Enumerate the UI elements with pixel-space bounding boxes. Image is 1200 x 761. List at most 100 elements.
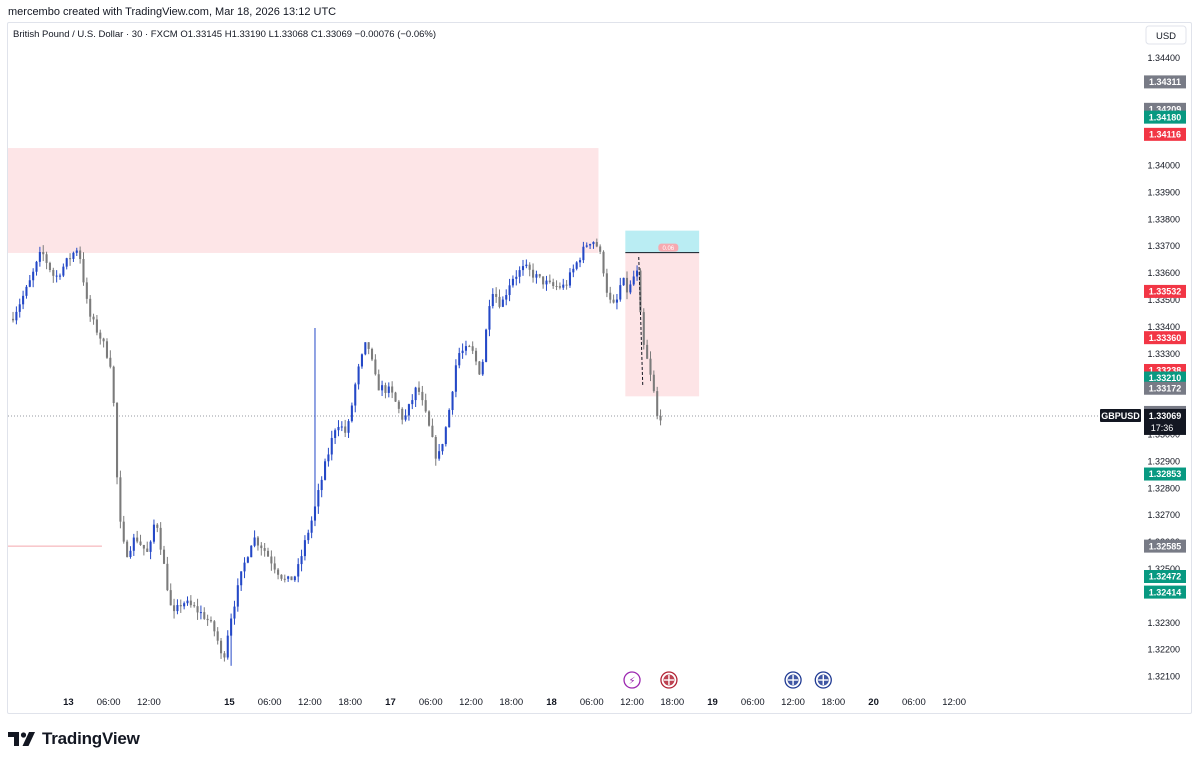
candle[interactable] bbox=[69, 258, 72, 260]
candle[interactable] bbox=[552, 282, 555, 286]
candle[interactable] bbox=[209, 620, 213, 622]
candle[interactable] bbox=[48, 262, 51, 270]
candle[interactable] bbox=[636, 270, 639, 277]
candle[interactable] bbox=[407, 404, 410, 416]
candle[interactable] bbox=[169, 590, 172, 606]
candle[interactable] bbox=[468, 346, 471, 348]
candle[interactable] bbox=[236, 585, 239, 607]
candle[interactable] bbox=[488, 306, 491, 330]
price-tag[interactable] bbox=[1144, 75, 1186, 89]
candle[interactable] bbox=[139, 541, 142, 545]
candle[interactable] bbox=[565, 284, 568, 286]
candle[interactable] bbox=[501, 299, 504, 307]
candle[interactable] bbox=[562, 284, 565, 288]
candle[interactable] bbox=[568, 272, 572, 286]
candle[interactable] bbox=[189, 600, 192, 606]
candle[interactable] bbox=[72, 252, 75, 259]
price-tag[interactable] bbox=[1144, 127, 1186, 141]
candle[interactable] bbox=[632, 276, 635, 285]
candle[interactable] bbox=[216, 631, 219, 641]
candle[interactable] bbox=[79, 250, 82, 260]
candle[interactable] bbox=[474, 350, 478, 362]
candle[interactable] bbox=[75, 250, 78, 253]
candle[interactable] bbox=[102, 338, 105, 342]
candle[interactable] bbox=[572, 268, 575, 273]
candle[interactable] bbox=[558, 286, 561, 288]
candle[interactable] bbox=[525, 264, 528, 267]
candle[interactable] bbox=[99, 332, 102, 339]
candle[interactable] bbox=[464, 346, 468, 351]
candle[interactable] bbox=[387, 386, 390, 393]
candle[interactable] bbox=[320, 479, 323, 491]
candle[interactable] bbox=[45, 254, 48, 263]
candle[interactable] bbox=[391, 386, 394, 393]
candle[interactable] bbox=[243, 562, 246, 572]
candle[interactable] bbox=[283, 578, 286, 580]
candle[interactable] bbox=[324, 461, 327, 480]
candle[interactable] bbox=[602, 251, 605, 274]
candle[interactable] bbox=[22, 295, 25, 305]
candle[interactable] bbox=[347, 421, 350, 433]
candle[interactable] bbox=[159, 527, 162, 550]
candle[interactable] bbox=[25, 286, 28, 296]
candle[interactable] bbox=[411, 400, 414, 405]
candle[interactable] bbox=[250, 545, 253, 558]
candle[interactable] bbox=[585, 245, 588, 247]
price-tag[interactable] bbox=[1144, 585, 1186, 599]
candle[interactable] bbox=[233, 606, 236, 619]
candle[interactable] bbox=[149, 541, 152, 552]
candle[interactable] bbox=[277, 569, 280, 575]
candle[interactable] bbox=[441, 444, 444, 452]
candle[interactable] bbox=[599, 246, 602, 252]
candle[interactable] bbox=[625, 277, 629, 293]
candle[interactable] bbox=[230, 618, 233, 636]
candle[interactable] bbox=[334, 430, 337, 438]
candle[interactable] bbox=[622, 277, 625, 286]
candle[interactable] bbox=[615, 299, 618, 303]
candle[interactable] bbox=[146, 548, 149, 552]
candle[interactable] bbox=[142, 544, 145, 549]
candle[interactable] bbox=[18, 304, 21, 312]
candle[interactable] bbox=[374, 359, 377, 375]
candle[interactable] bbox=[199, 612, 202, 614]
candle[interactable] bbox=[206, 618, 209, 621]
candle[interactable] bbox=[89, 298, 92, 317]
price-tag[interactable] bbox=[1144, 371, 1186, 385]
candle[interactable] bbox=[629, 284, 632, 293]
candle[interactable] bbox=[428, 411, 431, 426]
candle[interactable] bbox=[32, 271, 35, 281]
candle[interactable] bbox=[266, 550, 270, 557]
candle[interactable] bbox=[548, 280, 551, 283]
candle[interactable] bbox=[297, 564, 300, 577]
candle[interactable] bbox=[394, 392, 397, 402]
candle[interactable] bbox=[575, 262, 578, 269]
candle[interactable] bbox=[421, 391, 424, 401]
candle[interactable] bbox=[287, 576, 290, 579]
candle[interactable] bbox=[119, 477, 122, 522]
price-tag[interactable] bbox=[1144, 284, 1186, 298]
candle[interactable] bbox=[384, 385, 387, 393]
candle[interactable] bbox=[528, 264, 531, 270]
candle[interactable] bbox=[186, 600, 189, 604]
candle[interactable] bbox=[495, 293, 498, 297]
candle[interactable] bbox=[542, 276, 545, 285]
candle[interactable] bbox=[649, 358, 652, 375]
candle[interactable] bbox=[65, 258, 68, 267]
candle[interactable] bbox=[612, 299, 615, 303]
candle[interactable] bbox=[417, 387, 421, 392]
candle[interactable] bbox=[327, 454, 330, 462]
candle[interactable] bbox=[256, 537, 259, 546]
current-price-tag[interactable] bbox=[1144, 408, 1186, 435]
candle[interactable] bbox=[555, 285, 558, 287]
candle[interactable] bbox=[136, 537, 139, 542]
candle[interactable] bbox=[105, 341, 109, 358]
candle[interactable] bbox=[370, 348, 374, 360]
candle[interactable] bbox=[582, 246, 585, 261]
price-tag[interactable] bbox=[1144, 570, 1186, 584]
candle[interactable] bbox=[609, 292, 612, 300]
candle[interactable] bbox=[515, 276, 518, 279]
candle[interactable] bbox=[132, 537, 135, 551]
candle[interactable] bbox=[448, 410, 451, 428]
candle[interactable] bbox=[337, 427, 340, 431]
